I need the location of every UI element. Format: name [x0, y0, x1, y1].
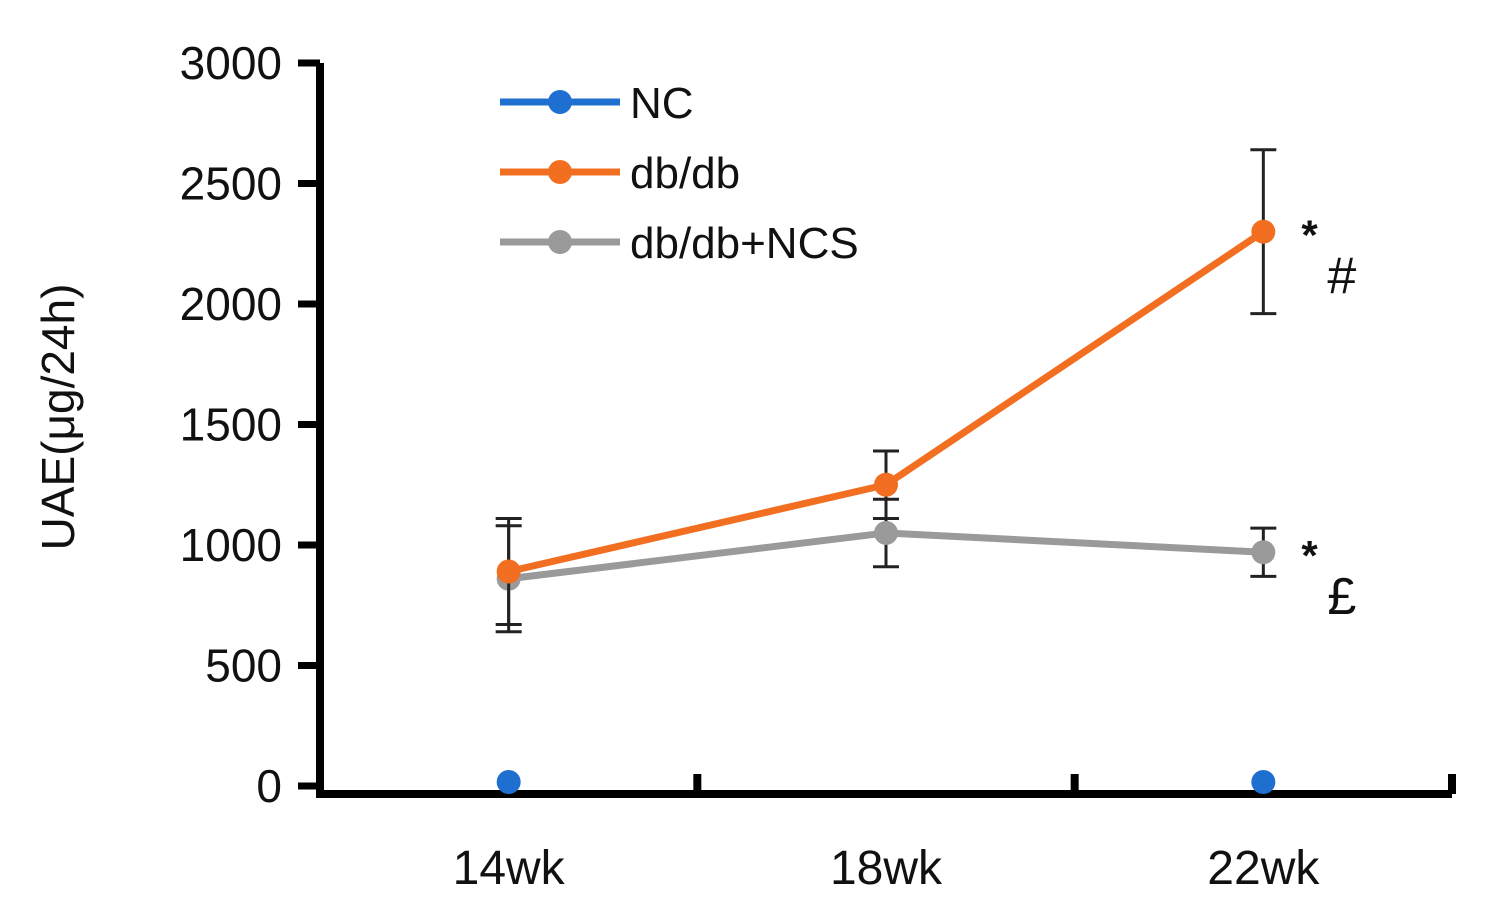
- legend-item: NC: [500, 79, 694, 128]
- legend-label: db/db+NCS: [630, 219, 859, 268]
- series-line-segment: [882, 228, 1267, 489]
- annotations: *#*£: [1301, 212, 1356, 627]
- y-tick-label: 0: [256, 760, 282, 812]
- data-point: [1251, 540, 1276, 565]
- legend-item: db/db: [500, 149, 740, 198]
- legend-label: db/db: [630, 149, 740, 198]
- series-line-segment: [505, 529, 890, 583]
- annotation-symbol: #: [1327, 248, 1356, 306]
- legend: NC db/db db/db+NCS: [500, 79, 859, 268]
- annotation-star: *: [1301, 532, 1318, 579]
- legend-swatch-marker: [548, 90, 572, 114]
- y-tick-label: 2500: [180, 158, 282, 210]
- data-point: [496, 559, 521, 584]
- y-axis-label: UAE(μg/24h): [32, 284, 84, 551]
- x-tick-label: 14wk: [453, 842, 566, 895]
- annotation-star: *: [1301, 212, 1318, 259]
- data-point: [1251, 770, 1276, 794]
- annotation-symbol: £: [1327, 568, 1356, 626]
- series-layer: [495, 148, 1277, 794]
- axes: 0 500 1000 1500 2000 2500 3000 14wk 18wk 22wk: [180, 37, 1456, 895]
- x-tick-label: 18wk: [830, 842, 943, 895]
- legend-item: db/db+NCS: [500, 219, 859, 268]
- y-tick-label: 1000: [180, 519, 282, 571]
- data-point: [874, 520, 898, 545]
- y-tick-label: 3000: [180, 37, 282, 89]
- series-nc: [496, 770, 1276, 794]
- data-point: [496, 770, 521, 794]
- legend-swatch-marker: [548, 160, 572, 184]
- data-point: [1251, 219, 1276, 244]
- series-db-db: [495, 148, 1277, 627]
- y-tick-label: 2000: [180, 278, 282, 330]
- legend-label: NC: [630, 79, 694, 128]
- legend-swatch-marker: [548, 230, 572, 254]
- series-line-segment: [505, 481, 890, 576]
- series-line-segment: [882, 529, 1267, 556]
- data-point: [874, 472, 898, 497]
- y-tick-label: 500: [205, 640, 282, 692]
- x-tick-label: 22wk: [1207, 842, 1320, 895]
- y-tick-label: 1500: [180, 399, 282, 451]
